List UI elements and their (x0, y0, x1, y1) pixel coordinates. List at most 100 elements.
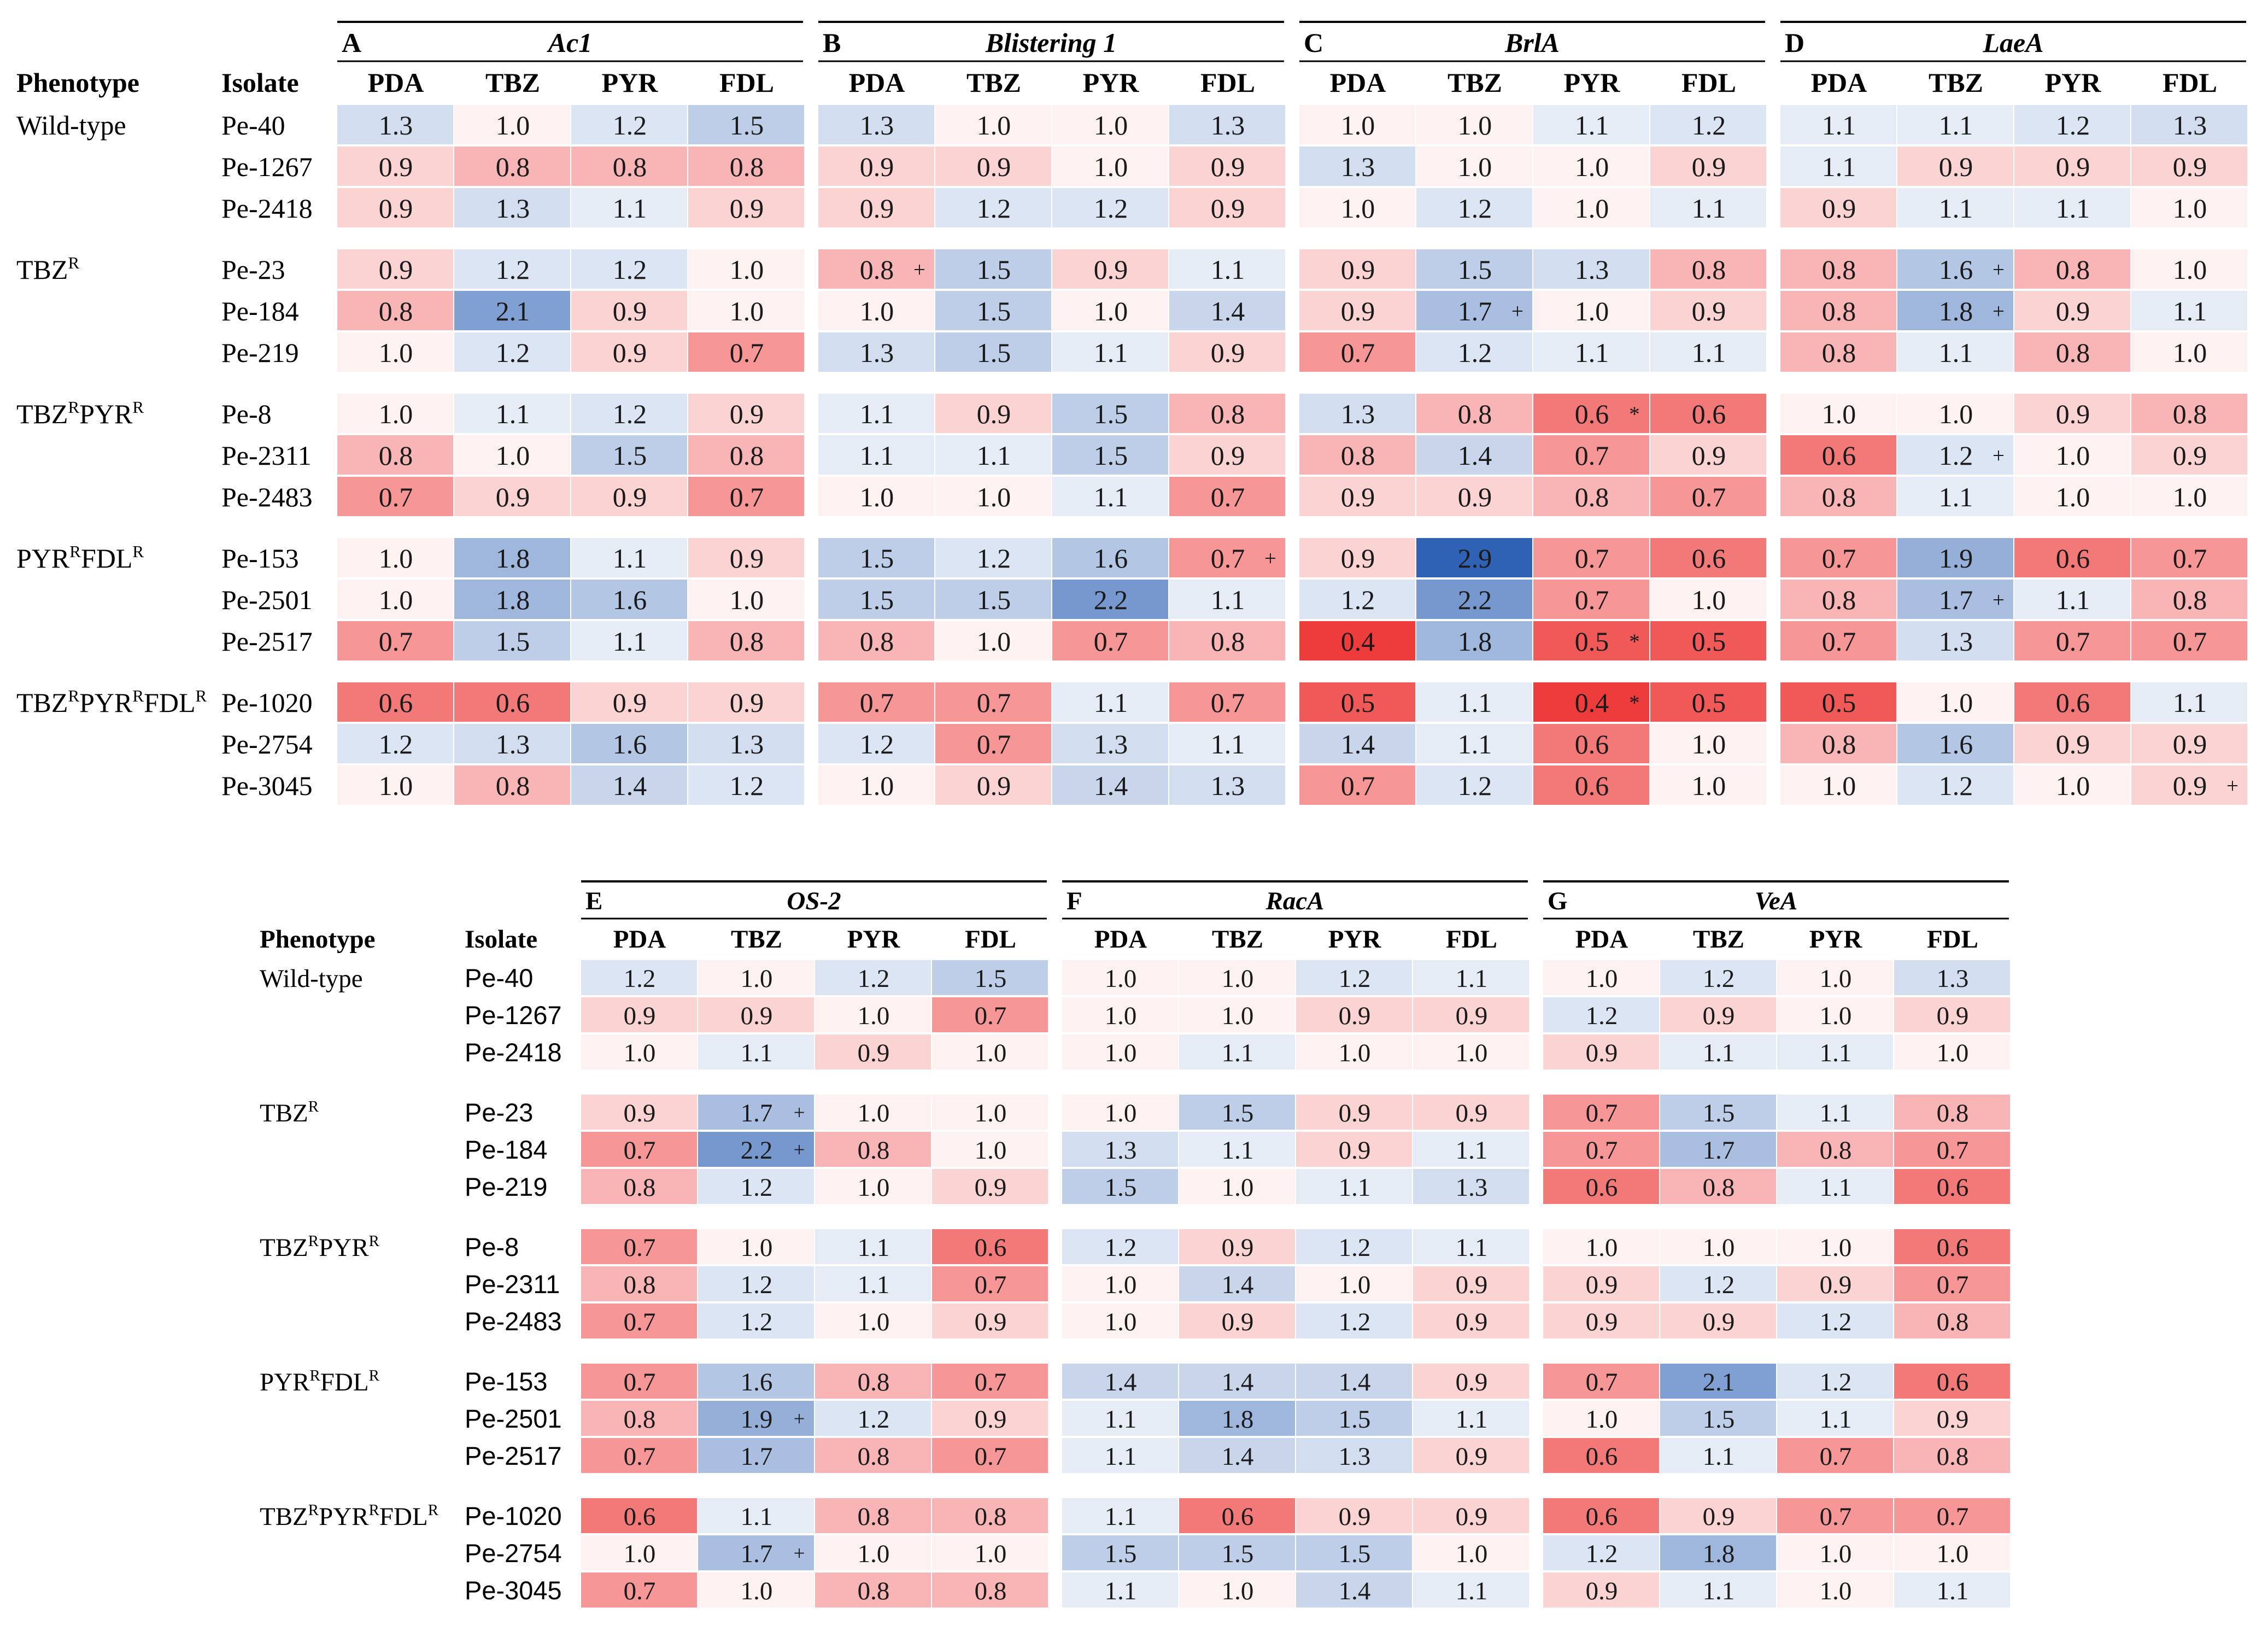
heatmap-cell (1533, 477, 1649, 516)
heatmap-cell (1052, 621, 1168, 660)
heatmap-cell (1897, 477, 2013, 516)
panel-letter: C (1304, 27, 1323, 58)
heatmap-cell (1062, 1266, 1178, 1301)
phenotype-label-1-4: PYRRFDLR (16, 542, 144, 574)
cell-value: 1.0 (379, 584, 413, 615)
heatmap-cell (2014, 291, 2130, 330)
cell-value: 0.9 (1703, 1308, 1735, 1336)
heatmap-cell (1543, 1132, 1659, 1167)
heatmap-cell (581, 1498, 697, 1533)
cell-value: 1.2 (1105, 1234, 1137, 1262)
cell-value: 1.1 (1820, 1173, 1852, 1202)
cell-value: 1.2 (1341, 584, 1375, 615)
heatmap-cell (1780, 332, 1896, 372)
cell-value: 1.0 (1939, 687, 1973, 718)
heatmap-cell (815, 1095, 931, 1130)
cell-value: 1.0 (2056, 482, 2090, 512)
heatmap-cell (818, 621, 934, 660)
heatmap-cell (1413, 1303, 1529, 1338)
cell-value: 1.0 (1586, 1405, 1618, 1434)
cell-value: 0.9 (1456, 1308, 1488, 1336)
cell-value: 1.2 (730, 770, 764, 801)
heatmap-cell (1894, 1535, 2010, 1570)
heatmap-cell (1543, 1498, 1659, 1533)
isolate-label: Pe-40 (221, 110, 285, 141)
panel-letter: A (342, 27, 361, 58)
heatmap-cell (818, 580, 934, 619)
heatmap-cell (2131, 580, 2247, 619)
cell-value: 1.1 (858, 1271, 890, 1299)
cell-value: 1.1 (1094, 687, 1128, 718)
heatmap-cell (571, 394, 687, 433)
medium-header: FDL (2162, 67, 2217, 98)
cell-value: 0.8 (2056, 254, 2090, 285)
cell-value: 0.9 (2173, 151, 2207, 182)
heatmap-cell (1179, 1438, 1295, 1473)
medium-header: PDA (368, 67, 424, 98)
heatmap-cell (1062, 1573, 1178, 1608)
heatmap-cell (1660, 1498, 1776, 1533)
heatmap-cell (1179, 1364, 1295, 1399)
heatmap-cell (1052, 105, 1168, 144)
heatmap-cell (1897, 394, 2013, 433)
heatmap-cell (1533, 724, 1649, 763)
heatmap-cell (337, 580, 453, 619)
cell-value: 1.3 (860, 337, 894, 368)
isolate-label: Pe-1020 (465, 1501, 562, 1530)
cell-value: 1.4 (1222, 1271, 1254, 1299)
heatmap-cell (1777, 1266, 1893, 1301)
cell-value: 0.7 (1937, 1271, 1969, 1299)
cell-value: 1.1 (1820, 1405, 1852, 1434)
cell-value: 0.9 (1822, 193, 1856, 224)
panel-letter: G (1548, 887, 1568, 915)
heatmap-cell (935, 538, 1051, 577)
cell-value: 1.5 (496, 626, 530, 657)
heatmap-cell (1660, 1095, 1776, 1130)
heatmap-cell (1413, 1535, 1529, 1570)
cell-value: 0.9 (1339, 1503, 1371, 1531)
heatmap-cell (1543, 1169, 1659, 1204)
medium-header: TBZ (966, 67, 1021, 98)
heatmap-cell (1179, 1573, 1295, 1608)
cell-value: 1.0 (1822, 399, 1856, 429)
heatmap-cell (932, 1573, 1048, 1608)
phenotype-label-2-1: Wild-type (260, 965, 363, 993)
heatmap-cell (1543, 1095, 1659, 1130)
cell-value: 1.1 (1339, 1173, 1371, 1202)
isolate-label: Pe-219 (221, 337, 299, 368)
heatmap-cell (1894, 1095, 2010, 1130)
cell-value: 1.0 (1094, 296, 1128, 326)
cell-value: 1.0 (1586, 965, 1618, 993)
heatmap-cell (932, 1266, 1048, 1301)
cell-value: 1.0 (1692, 770, 1726, 801)
cell-value: 0.5 (1575, 626, 1609, 657)
cell-value: 0.9 (730, 193, 764, 224)
isolate-label: Pe-2483 (221, 482, 313, 512)
cell-value: 1.1 (860, 399, 894, 429)
heatmap-cell (698, 1095, 814, 1130)
medium-header: PYR (602, 67, 659, 98)
cell-value: 0.9 (975, 1308, 1007, 1336)
heatmap-cell (1296, 1364, 1412, 1399)
medium-header: TBZ (731, 925, 782, 954)
cell-value: 1.7 (1703, 1136, 1735, 1165)
heatmap-cell (1660, 960, 1776, 995)
heatmap-cell (1179, 1535, 1295, 1570)
heatmap-cell (1533, 332, 1649, 372)
heatmap-cell (571, 765, 687, 805)
heatmap-cell (454, 394, 570, 433)
cell-value: 0.7 (1586, 1099, 1618, 1127)
cell-value: 1.5 (1703, 1405, 1735, 1434)
cell-value: 1.1 (1458, 687, 1492, 718)
medium-header: FDL (1681, 67, 1736, 98)
heatmap-cell (1897, 105, 2013, 144)
cell-value: 1.1 (1211, 584, 1245, 615)
heatmap-cell (1894, 1498, 2010, 1533)
cell-value: 1.2 (860, 729, 894, 759)
cell-value: 0.8 (1937, 1442, 1969, 1471)
heatmap-cell (2131, 147, 2247, 186)
medium-header: FDL (1446, 925, 1497, 954)
heatmap-cell (1533, 621, 1649, 660)
cell-value: 0.6 (1586, 1173, 1618, 1202)
heatmap-cell (571, 682, 687, 722)
